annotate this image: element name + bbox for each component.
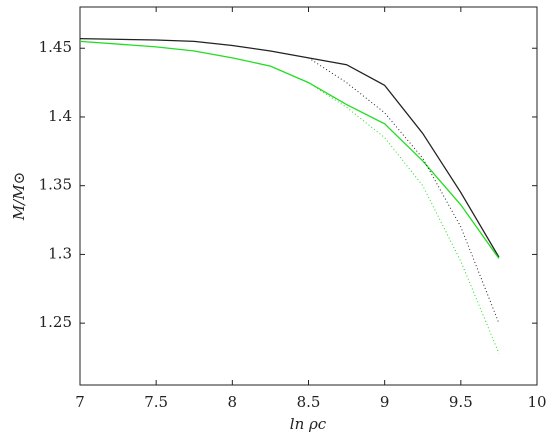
- data-line: [79, 40, 500, 259]
- y-tick-label: 1.25: [39, 313, 72, 331]
- plot-frame: [79, 6, 538, 386]
- x-tick-label: 7: [75, 393, 85, 411]
- y-tick-label: 1.35: [39, 176, 72, 194]
- x-tick-label: 8: [228, 393, 238, 411]
- x-axis-label: ln ρc: [290, 415, 327, 433]
- data-line: [308, 57, 500, 324]
- y-tick-label: 1.45: [39, 38, 72, 56]
- data-line: [79, 37, 500, 258]
- y-axis-label: M/M⊙: [10, 172, 28, 221]
- y-tick-label: 1.4: [48, 107, 72, 125]
- x-tick-label: 10: [527, 393, 546, 411]
- x-tick-label: 9.5: [449, 393, 473, 411]
- x-tick-label: 9: [380, 393, 390, 411]
- y-tick-label: 1.3: [48, 244, 72, 262]
- x-tick-label: 7.5: [144, 393, 168, 411]
- x-tick-label: 8.5: [297, 393, 321, 411]
